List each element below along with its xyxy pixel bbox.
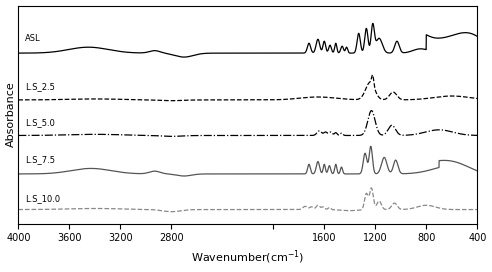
Text: ASL: ASL [25,34,40,43]
Text: L.S_2.5: L.S_2.5 [25,82,55,91]
Y-axis label: Absorbance: Absorbance [5,82,16,147]
X-axis label: Wavenumber(cm$^{-1}$): Wavenumber(cm$^{-1}$) [191,249,305,267]
Text: L.S_10.0: L.S_10.0 [25,194,60,203]
Text: L.S_5.0: L.S_5.0 [25,118,55,127]
Text: L.S_7.5: L.S_7.5 [25,155,55,164]
